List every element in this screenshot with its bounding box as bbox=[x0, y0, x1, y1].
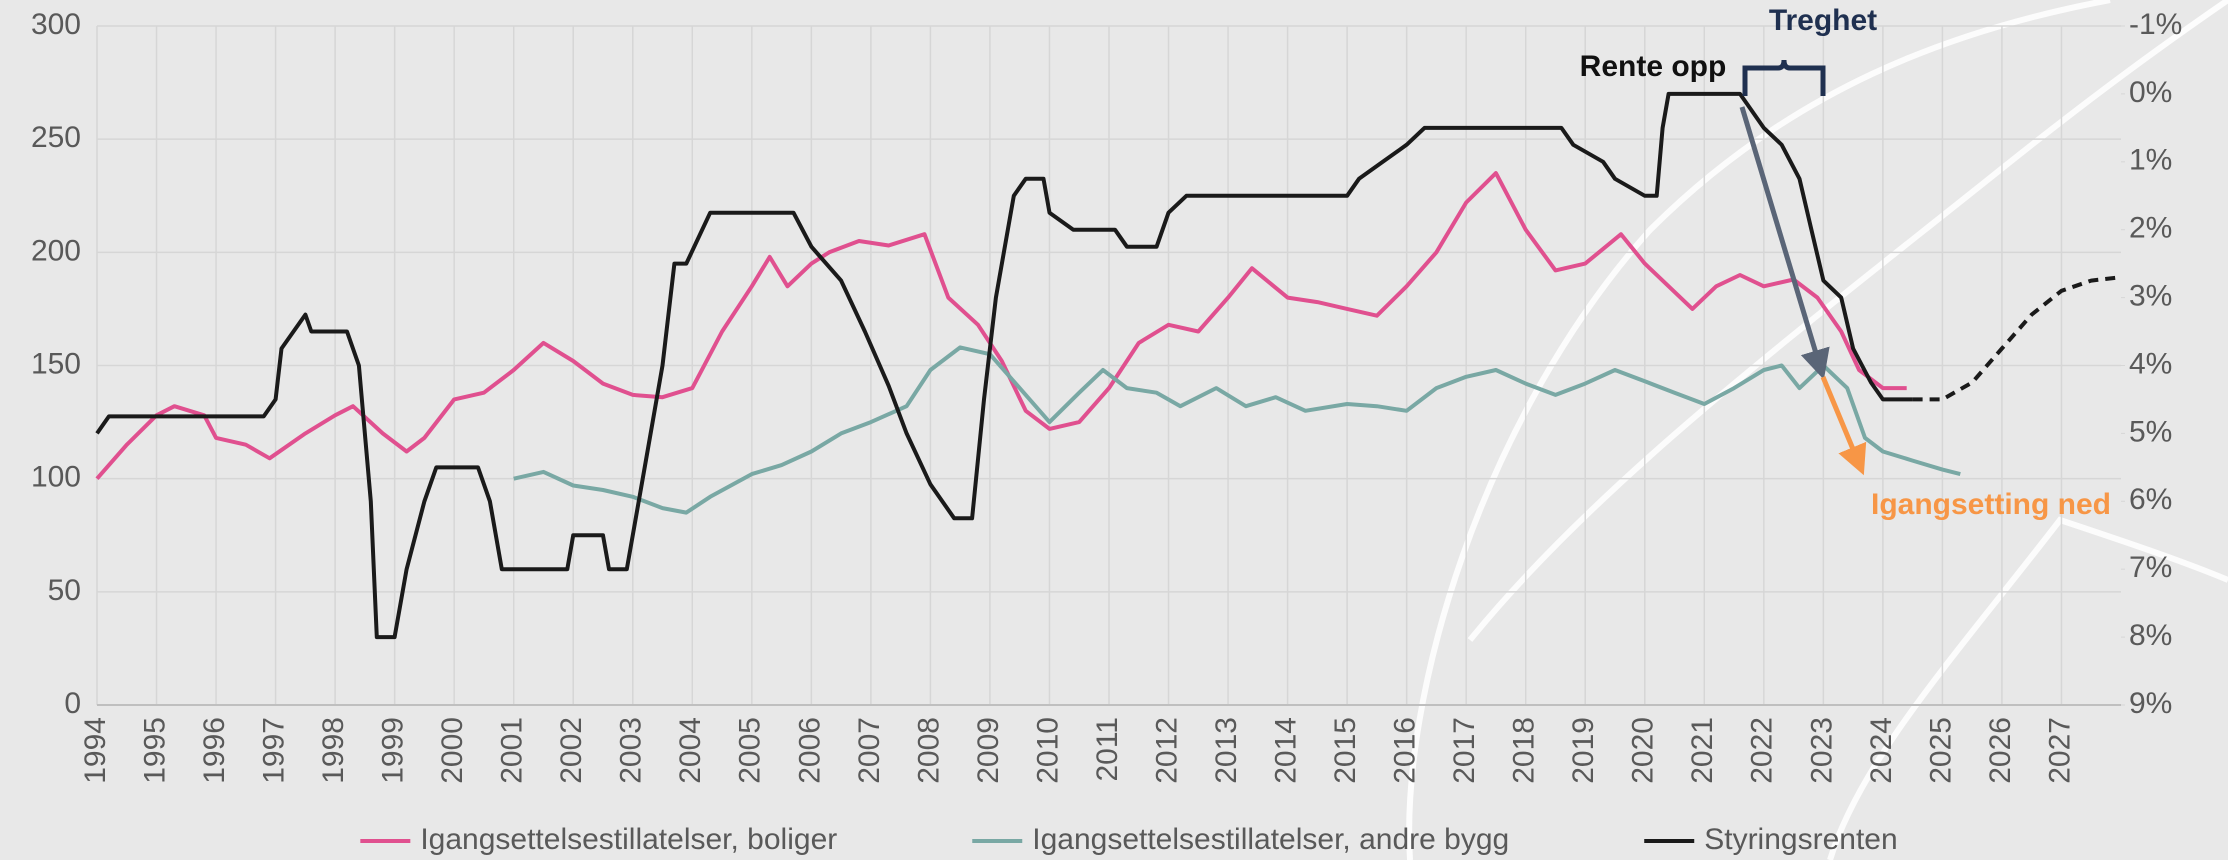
x-tick-label: 2017 bbox=[1448, 717, 1481, 784]
x-tick-label: 2018 bbox=[1508, 717, 1541, 784]
x-tick-label: 1996 bbox=[198, 717, 231, 784]
x-tick-label: 2000 bbox=[436, 717, 469, 784]
legend-label: Igangsettelsestillatelser, boliger bbox=[420, 823, 837, 856]
x-tick-label: 1998 bbox=[317, 717, 350, 784]
x-tick-label: 1997 bbox=[258, 717, 291, 784]
x-tick-label: 2002 bbox=[555, 717, 588, 784]
y2-tick-label: 1% bbox=[2129, 144, 2172, 177]
y-tick-label: 250 bbox=[31, 121, 81, 154]
y-tick-label: 100 bbox=[31, 461, 81, 494]
annotations: Rente opp Treghet Igangsetting ned bbox=[1580, 4, 2111, 521]
y2-tick-label: 9% bbox=[2129, 687, 2172, 720]
brace bbox=[1742, 59, 1826, 96]
x-tick-label: 2009 bbox=[972, 717, 1005, 784]
y2-tick-label: -1% bbox=[2129, 8, 2182, 41]
background-curves bbox=[1406, 0, 2228, 860]
series-line bbox=[95, 91, 1913, 640]
x-tick-label: 1994 bbox=[79, 717, 112, 784]
series-line bbox=[95, 171, 1907, 481]
x-tick-label: 2003 bbox=[615, 717, 648, 784]
annotation: Treghet bbox=[1769, 4, 1877, 37]
x-tick-label: 2008 bbox=[912, 717, 945, 784]
y2-tick-label: 6% bbox=[2129, 483, 2172, 516]
y-tick-label: 150 bbox=[31, 347, 81, 380]
y-tick-label: 0 bbox=[64, 687, 81, 720]
x-tick-label: 2006 bbox=[793, 717, 826, 784]
y2-tick-label: 0% bbox=[2129, 76, 2172, 109]
series-line bbox=[513, 345, 1961, 515]
x-tick-label: 2013 bbox=[1210, 717, 1243, 784]
x-tick-label: 2026 bbox=[1984, 717, 2017, 784]
decor-curve bbox=[1827, 516, 2228, 860]
x-tick-label: 2023 bbox=[1805, 717, 1838, 784]
x-tick-label: 2016 bbox=[1389, 717, 1422, 784]
legend-label: Igangsettelsestillatelser, andre bygg bbox=[1032, 823, 1509, 856]
x-tick-label: 1999 bbox=[377, 717, 410, 784]
x-tick-label: 2021 bbox=[1686, 717, 1719, 784]
legend: Igangsettelsestillatelser, boliger Igangs… bbox=[360, 823, 1898, 856]
y2-tick-label: 3% bbox=[2129, 280, 2172, 313]
y-tick-label: 300 bbox=[31, 8, 81, 41]
x-tick-label: 1995 bbox=[138, 717, 171, 784]
x-tick-label: 2019 bbox=[1567, 717, 1600, 784]
arrow bbox=[1820, 376, 1867, 476]
x-tick-label: 2010 bbox=[1031, 717, 1064, 784]
x-tick-label: 2007 bbox=[853, 717, 886, 784]
y-tick-label: 200 bbox=[31, 234, 81, 267]
x-tick-label: 2001 bbox=[496, 717, 529, 784]
grid: 0 50 100 150 200 250 300 -1% 0% 1% 2% 3% 4% 5% 6% 7% 8% 9… bbox=[31, 8, 2182, 784]
decor-curve bbox=[1467, 0, 2228, 642]
annotation: Igangsetting ned bbox=[1871, 488, 2111, 521]
y2-tick-label: 8% bbox=[2129, 619, 2172, 652]
y2-tick-label: 7% bbox=[2129, 551, 2172, 584]
plot-area bbox=[95, 91, 2122, 640]
y-tick-label: 50 bbox=[48, 574, 81, 607]
series-line bbox=[1912, 275, 2122, 402]
x-tick-label: 2005 bbox=[734, 717, 767, 784]
x-tick-label: 2024 bbox=[1865, 717, 1898, 784]
x-tick-label: 2011 bbox=[1091, 717, 1124, 782]
x-tick-label: 2025 bbox=[1924, 717, 1957, 784]
x-tick-label: 2015 bbox=[1329, 717, 1362, 784]
legend-label: Styringsrenten bbox=[1704, 823, 1897, 856]
annotation: Rente opp bbox=[1580, 50, 1727, 83]
arrow bbox=[1739, 106, 1830, 380]
x-tick-label: 2012 bbox=[1150, 717, 1183, 784]
x-tick-label: 2022 bbox=[1746, 717, 1779, 784]
x-tick-label: 2020 bbox=[1627, 717, 1660, 784]
x-tick-label: 2004 bbox=[674, 717, 707, 784]
decor-curve bbox=[1406, 0, 2111, 860]
x-tick-label: 2014 bbox=[1270, 717, 1303, 784]
y2-tick-label: 2% bbox=[2129, 212, 2172, 245]
y2-tick-label: 4% bbox=[2129, 347, 2172, 380]
y2-tick-label: 5% bbox=[2129, 415, 2172, 448]
x-tick-label: 2027 bbox=[2043, 717, 2076, 784]
